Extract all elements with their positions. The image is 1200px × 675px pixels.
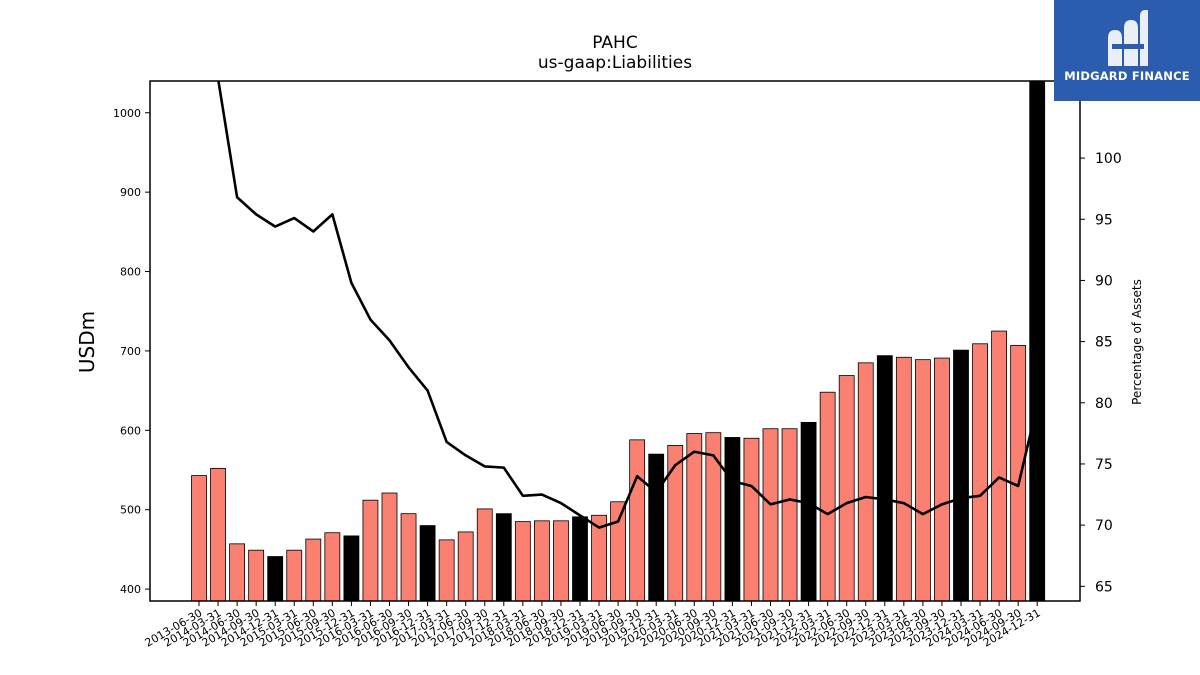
bar-2018-06-30	[534, 520, 550, 601]
axes-layer: 4005006007008009001000657075808590951002…	[113, 80, 1122, 650]
percentage-of-assets-line	[217, 81, 1039, 529]
bar-2024-12-31	[1029, 81, 1046, 601]
bar-2018-12-31	[572, 516, 588, 601]
bar-2017-12-31	[495, 513, 512, 601]
bar-2016-06-30	[381, 492, 398, 601]
bar-2018-03-31	[514, 521, 531, 601]
y2-tick-label: 100	[1095, 151, 1122, 167]
logo-mark-icon	[1108, 10, 1148, 66]
y2-tick-label: 75	[1095, 457, 1113, 473]
bar-2014-09-30	[248, 549, 265, 601]
bar-2020-06-30	[686, 433, 703, 601]
bar-2014-03-31	[210, 468, 226, 601]
bar-2021-09-30	[781, 428, 798, 601]
bar-2019-09-30	[629, 439, 646, 601]
y-tick-label: 800	[120, 266, 141, 279]
chart-title: PAHC	[592, 33, 637, 53]
y2-tick-label: 90	[1095, 273, 1113, 289]
bar-2015-12-31	[343, 535, 360, 601]
bar-2018-09-30	[553, 520, 569, 601]
bar-2020-12-31	[724, 437, 741, 601]
bar-2014-06-30	[229, 543, 246, 601]
bar-2022-09-30	[857, 362, 874, 601]
y-tick-label: 900	[120, 186, 141, 199]
bar-2024-03-31	[972, 343, 988, 601]
bar-2023-06-30	[915, 359, 931, 601]
y-tick-label: 1000	[113, 107, 141, 120]
y2-tick-label: 65	[1095, 579, 1113, 595]
bar-2022-06-30	[838, 375, 855, 601]
bar-2017-06-30	[457, 531, 474, 601]
y2-axis-label: Percentage of Assets	[1130, 279, 1144, 405]
bar-2023-12-31	[953, 349, 969, 601]
bar-2015-03-31	[286, 549, 303, 601]
logo-text: MIDGARD FINANCE	[1064, 69, 1190, 83]
y-tick-label: 600	[120, 424, 141, 437]
bar-2021-03-31	[743, 437, 760, 601]
bar-2021-06-30	[762, 428, 779, 601]
bar-2022-03-31	[819, 391, 836, 601]
bar-2022-12-31	[876, 355, 893, 601]
bar-2023-09-30	[934, 357, 950, 601]
bar-2016-03-31	[362, 499, 379, 601]
y-tick-label: 500	[120, 504, 141, 517]
bar-2020-09-30	[705, 432, 722, 601]
bar-2019-12-31	[648, 453, 665, 601]
bar-2016-09-30	[400, 513, 417, 601]
bar-2015-06-30	[305, 538, 322, 601]
y-tick-label: 700	[120, 345, 141, 358]
bar-2021-12-31	[800, 421, 817, 601]
chart-subtitle: us-gaap:Liabilities	[538, 53, 692, 73]
y2-tick-label: 85	[1095, 335, 1113, 351]
bar-2023-03-31	[895, 356, 912, 601]
y-axis-label: USDm	[75, 311, 99, 373]
y2-tick-label: 80	[1095, 396, 1113, 412]
y2-tick-label: 95	[1095, 212, 1113, 228]
bar-2019-06-30	[610, 501, 626, 601]
bar-2017-03-31	[438, 539, 455, 601]
bar-2015-09-30	[324, 532, 341, 601]
plot-frame	[149, 80, 1081, 602]
bar-2013-06-30	[191, 475, 207, 601]
y-tick-label: 400	[120, 583, 141, 596]
bars-layer	[191, 81, 1046, 601]
y2-tick-label: 70	[1095, 518, 1113, 534]
line-layer	[217, 81, 1039, 529]
midgard-finance-logo: MIDGARD FINANCE	[1054, 0, 1200, 101]
bar-2024-06-30	[991, 330, 1007, 601]
bar-2016-12-31	[419, 525, 436, 601]
bar-2014-12-31	[267, 556, 284, 601]
bar-2024-09-30	[1010, 344, 1027, 601]
bar-2020-03-31	[667, 444, 684, 601]
bar-2017-09-30	[476, 508, 493, 601]
